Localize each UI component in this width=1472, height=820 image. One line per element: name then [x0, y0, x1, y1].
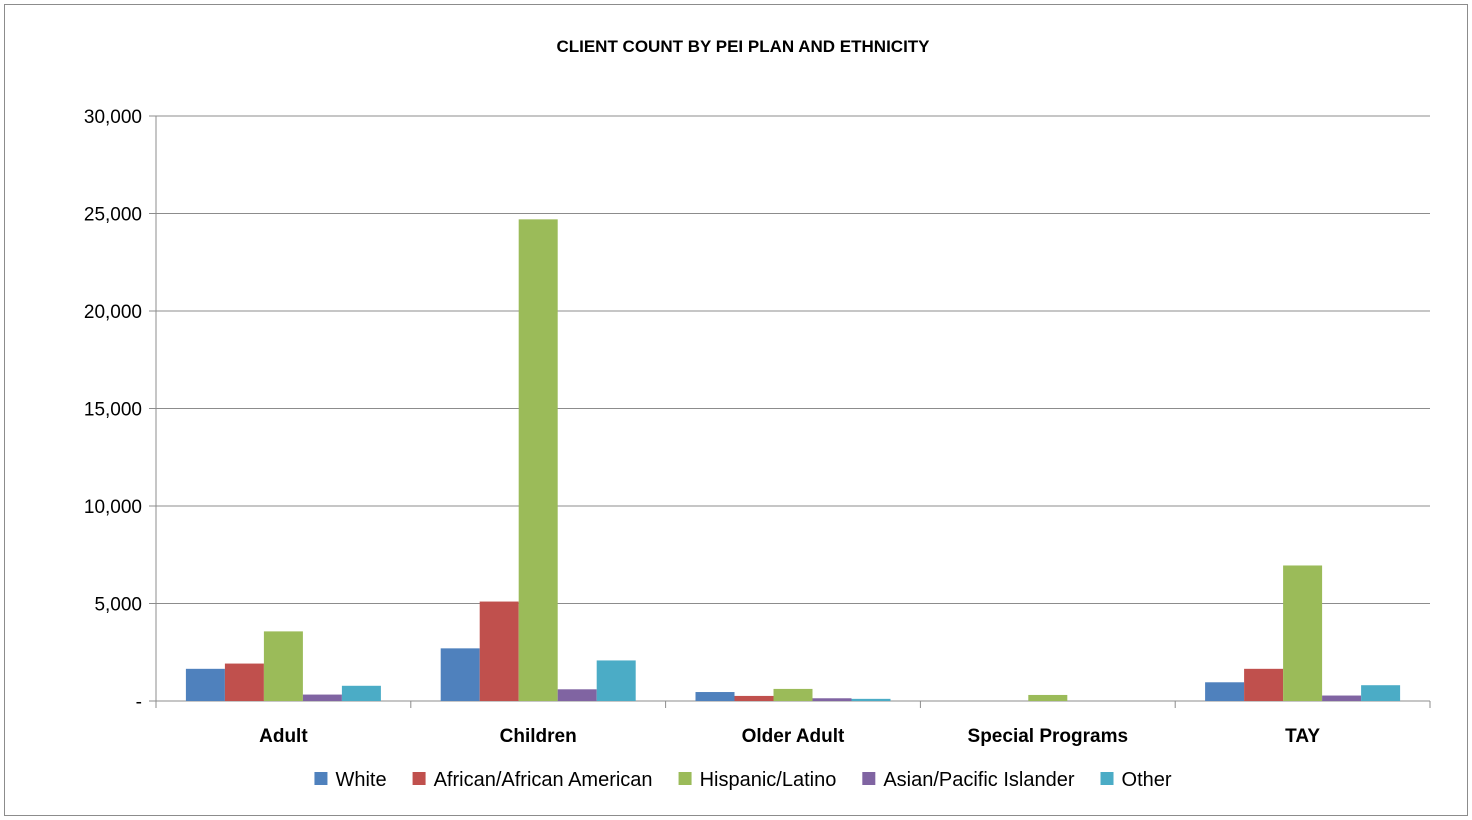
legend-label: Asian/Pacific Islander	[883, 769, 1075, 791]
y-tick-label: 30,000	[84, 107, 142, 128]
y-tick-label: 5,000	[94, 595, 142, 616]
legend-label: Hispanic/Latino	[700, 769, 837, 791]
bar-tay-african-african-american	[1244, 668, 1284, 701]
bar-children-african-african-american	[479, 601, 519, 701]
legend-swatch	[1100, 772, 1114, 785]
chart-title: CLIENT COUNT BY PEI PLAN AND ETHNICITY	[556, 37, 930, 56]
bar-tay-hispanic-latino	[1283, 565, 1323, 701]
bar-older-adult-african-african-american	[734, 695, 774, 701]
legend-label: Other	[1122, 769, 1172, 791]
x-tick-label: TAY	[1285, 726, 1320, 747]
x-tick-label: Adult	[259, 726, 308, 747]
bar-tay-asian-pacific-islander	[1322, 695, 1362, 701]
bar-adult-other	[341, 685, 381, 701]
bar-tay-white	[1205, 682, 1245, 701]
legend-swatch	[678, 772, 692, 785]
bar-adult-hispanic-latino	[263, 631, 303, 701]
y-tick-label: 20,000	[84, 302, 142, 323]
legend-swatch	[412, 772, 426, 785]
y-tick-label: 10,000	[84, 497, 142, 518]
bar-children-white	[440, 648, 480, 701]
legend-swatch	[314, 772, 328, 785]
legend-label: White	[335, 769, 386, 791]
legend-label: African/African American	[434, 769, 653, 791]
bar-older-adult-white	[695, 692, 735, 701]
x-tick-label: Older Adult	[742, 726, 845, 747]
bar-children-hispanic-latino	[518, 219, 558, 701]
bars	[185, 219, 1401, 701]
y-tick-label: 15,000	[84, 400, 142, 421]
gridlines	[156, 115, 1430, 604]
bar-adult-african-african-american	[224, 663, 264, 701]
y-tick-label: 25,000	[84, 205, 142, 226]
x-tick-label: Special Programs	[968, 726, 1129, 747]
bar-adult-asian-pacific-islander	[302, 694, 342, 701]
bar-children-other	[596, 660, 636, 701]
bar-special-programs-hispanic-latino	[1028, 694, 1068, 701]
bar-older-adult-hispanic-latino	[773, 688, 813, 701]
bar-adult-white	[185, 668, 225, 701]
bar-older-adult-asian-pacific-islander	[812, 698, 852, 701]
bar-children-asian-pacific-islander	[557, 689, 597, 701]
x-tick-label: Children	[500, 726, 577, 747]
legend: White African/African American Hispanic/La…	[314, 769, 1172, 791]
y-tick-label: -	[136, 692, 142, 713]
bar-tay-other	[1361, 685, 1401, 701]
legend-swatch	[862, 772, 876, 785]
bar-older-adult-other	[851, 698, 891, 701]
